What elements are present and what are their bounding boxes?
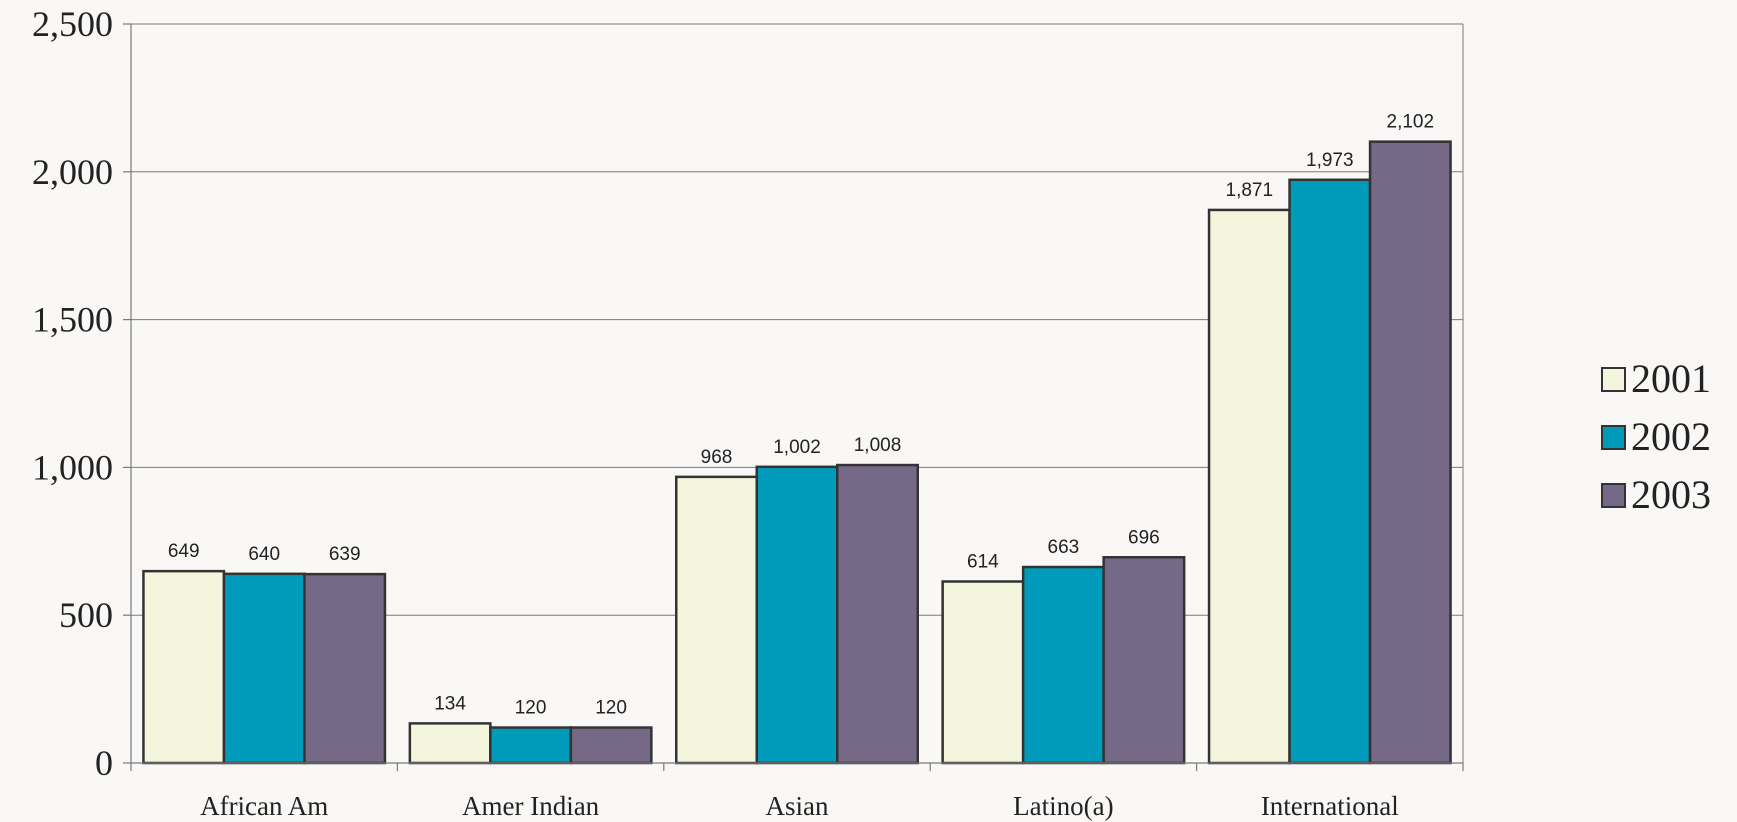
data-label: 120	[595, 698, 627, 719]
data-label: 2,102	[1387, 112, 1435, 133]
y-tick-label: 2,500	[32, 4, 113, 44]
data-label: 134	[434, 693, 466, 714]
legend-swatch	[1602, 484, 1625, 507]
bar	[143, 571, 224, 763]
y-tick-label: 500	[59, 595, 113, 635]
x-tick-label: International	[1261, 791, 1399, 821]
data-label: 1,973	[1306, 150, 1354, 171]
data-label: 1,008	[854, 435, 902, 456]
bar	[837, 465, 918, 763]
bar	[676, 477, 757, 763]
x-tick-label: Amer Indian	[462, 791, 600, 821]
y-tick-label: 2,000	[32, 152, 113, 192]
bar	[943, 582, 1024, 763]
data-label: 614	[967, 552, 999, 573]
bar	[410, 723, 491, 763]
x-tick-label: Latino(a)	[1013, 791, 1113, 821]
bar	[1209, 210, 1290, 763]
bar	[1290, 180, 1371, 763]
data-label: 1,871	[1226, 180, 1274, 201]
bar	[224, 574, 305, 763]
legend-swatch	[1602, 426, 1625, 449]
y-tick-label: 0	[95, 743, 113, 783]
legend: 2001 2002 2003	[1602, 356, 1711, 517]
data-label: 696	[1128, 527, 1160, 548]
legend-label: 2003	[1631, 472, 1711, 517]
data-label: 968	[701, 447, 733, 468]
data-label: 640	[248, 544, 280, 565]
data-label: 663	[1048, 537, 1080, 558]
x-tick-label: Asian	[766, 791, 829, 821]
x-tick-label: African Am	[200, 791, 328, 821]
bar	[1023, 567, 1104, 763]
bar	[490, 728, 570, 763]
bar	[757, 467, 838, 763]
y-tick-label: 1,500	[32, 300, 113, 340]
data-label: 649	[168, 541, 200, 562]
legend-label: 2002	[1631, 414, 1711, 459]
legend-swatch	[1602, 368, 1625, 391]
bar	[1370, 142, 1451, 763]
data-label: 1,002	[773, 437, 821, 458]
bar	[1104, 557, 1185, 763]
data-label: 120	[515, 698, 547, 719]
data-label: 639	[329, 544, 361, 565]
legend-label: 2001	[1631, 356, 1711, 401]
bar	[571, 728, 652, 763]
y-tick-label: 1,000	[32, 447, 113, 487]
bar	[304, 574, 385, 763]
